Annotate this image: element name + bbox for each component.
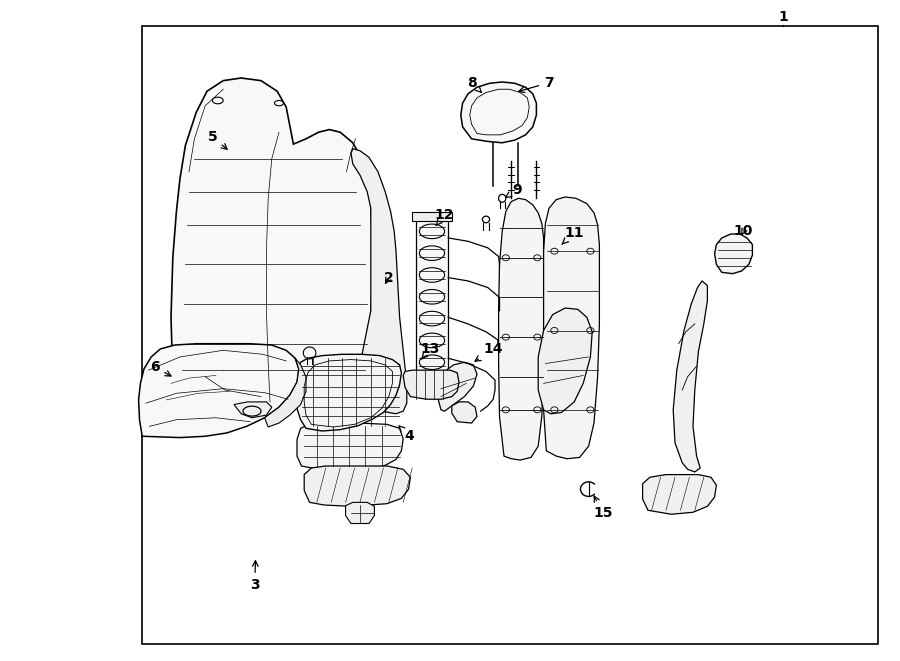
Text: 2: 2 [384,270,393,285]
Polygon shape [234,402,272,418]
Text: 9: 9 [506,183,521,198]
Bar [142,26,878,644]
Polygon shape [452,402,477,423]
Polygon shape [351,149,407,414]
Polygon shape [715,234,752,274]
Polygon shape [538,308,592,414]
Text: 8: 8 [467,75,482,93]
Polygon shape [416,219,448,375]
Polygon shape [412,212,452,221]
Polygon shape [437,362,477,411]
Text: 13: 13 [420,342,440,359]
Text: 11: 11 [562,225,584,245]
Polygon shape [461,82,536,143]
Polygon shape [643,475,716,514]
Polygon shape [295,354,401,431]
Polygon shape [499,198,544,460]
Polygon shape [265,358,306,427]
Polygon shape [171,78,373,407]
Text: 7: 7 [518,75,554,93]
Text: 12: 12 [435,208,454,225]
Polygon shape [403,370,459,399]
Text: 6: 6 [150,360,171,376]
Text: 10: 10 [734,224,753,239]
Text: 14: 14 [475,342,503,361]
Polygon shape [139,344,299,438]
Polygon shape [544,197,599,459]
Text: 3: 3 [250,561,259,592]
Text: 1: 1 [778,9,788,24]
Polygon shape [673,281,707,472]
Text: 5: 5 [208,130,227,149]
Polygon shape [304,466,410,506]
Text: 4: 4 [399,426,414,444]
Text: 15: 15 [593,496,613,520]
Polygon shape [412,375,452,385]
Polygon shape [297,423,403,471]
Polygon shape [346,502,374,524]
